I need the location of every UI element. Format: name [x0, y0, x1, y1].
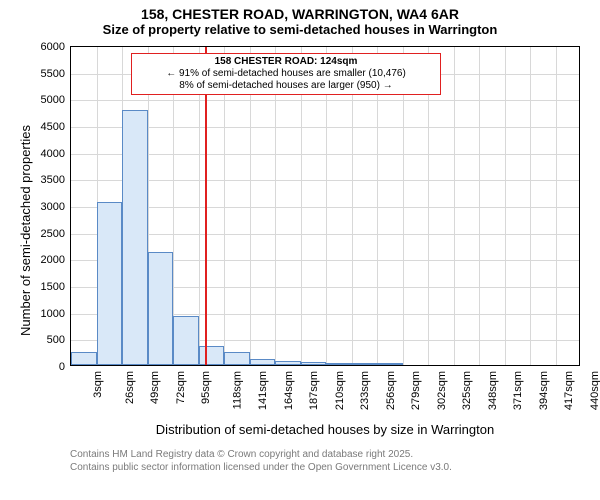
histogram-bar	[377, 363, 403, 365]
xtick-label: 348sqm	[487, 371, 499, 410]
annotation-line: 8% of semi-detached houses are larger (9…	[136, 80, 436, 92]
xtick-label: 118sqm	[231, 371, 243, 409]
ytick-label: 3000	[41, 201, 65, 213]
annotation-line: 158 CHESTER ROAD: 124sqm	[136, 56, 436, 68]
ytick-label: 1500	[41, 281, 65, 293]
histogram-bar	[122, 110, 148, 365]
ytick-label: 2500	[41, 228, 65, 240]
xtick-label: 187sqm	[308, 371, 320, 410]
xtick-label: 256sqm	[385, 371, 397, 410]
ytick-label: 5500	[41, 68, 65, 80]
plot-area: 0500100015002000250030003500400045005000…	[70, 46, 580, 366]
ytick-label: 2000	[41, 254, 65, 266]
xtick-label: 325sqm	[461, 371, 473, 410]
gridline-vertical	[530, 47, 531, 365]
ytick-label: 3500	[41, 174, 65, 186]
histogram-bar	[148, 252, 174, 365]
xtick-label: 164sqm	[283, 371, 295, 410]
ytick-label: 500	[47, 334, 65, 346]
xtick-label: 440sqm	[589, 371, 600, 410]
annotation-box: 158 CHESTER ROAD: 124sqm← 91% of semi-de…	[131, 53, 441, 95]
histogram-bar	[97, 202, 123, 365]
ytick-label: 1000	[41, 308, 65, 320]
xtick-label: 417sqm	[563, 371, 575, 410]
histogram-bar	[173, 316, 199, 365]
y-axis-label: Number of semi-detached properties	[18, 125, 33, 336]
ytick-label: 6000	[41, 41, 65, 53]
histogram-bar	[71, 352, 97, 365]
xtick-label: 49sqm	[149, 371, 161, 404]
xtick-label: 371sqm	[512, 371, 524, 410]
xtick-label: 3sqm	[92, 371, 104, 398]
gridline-vertical	[479, 47, 480, 365]
xtick-label: 26sqm	[124, 371, 136, 404]
footer-line-2: Contains public sector information licen…	[70, 461, 452, 474]
xtick-label: 394sqm	[538, 371, 550, 410]
histogram-bar	[352, 363, 378, 365]
gridline-vertical	[505, 47, 506, 365]
xtick-label: 72sqm	[175, 371, 187, 404]
chart-container: 158, CHESTER ROAD, WARRINGTON, WA4 6AR S…	[0, 0, 600, 500]
xtick-label: 233sqm	[359, 371, 371, 410]
ytick-label: 5000	[41, 94, 65, 106]
histogram-bar	[224, 352, 250, 365]
xtick-label: 302sqm	[436, 371, 448, 410]
chart-subtitle: Size of property relative to semi-detach…	[0, 22, 600, 41]
histogram-bar	[275, 361, 301, 365]
xtick-label: 210sqm	[334, 371, 346, 410]
histogram-bar	[326, 363, 352, 365]
ytick-label: 0	[59, 361, 65, 373]
footer-text: Contains HM Land Registry data © Crown c…	[70, 448, 452, 474]
ytick-label: 4000	[41, 148, 65, 160]
chart-title: 158, CHESTER ROAD, WARRINGTON, WA4 6AR	[0, 0, 600, 22]
histogram-bar	[301, 362, 327, 365]
histogram-bar	[250, 359, 276, 365]
ytick-label: 4500	[41, 121, 65, 133]
footer-line-1: Contains HM Land Registry data © Crown c…	[70, 448, 452, 461]
x-axis-label: Distribution of semi-detached houses by …	[70, 422, 580, 437]
annotation-line: ← 91% of semi-detached houses are smalle…	[136, 68, 436, 80]
xtick-label: 141sqm	[257, 371, 269, 410]
gridline-vertical	[556, 47, 557, 365]
gridline-vertical	[454, 47, 455, 365]
xtick-label: 95sqm	[200, 371, 212, 404]
histogram-bar	[199, 346, 225, 365]
xtick-label: 279sqm	[410, 371, 422, 410]
